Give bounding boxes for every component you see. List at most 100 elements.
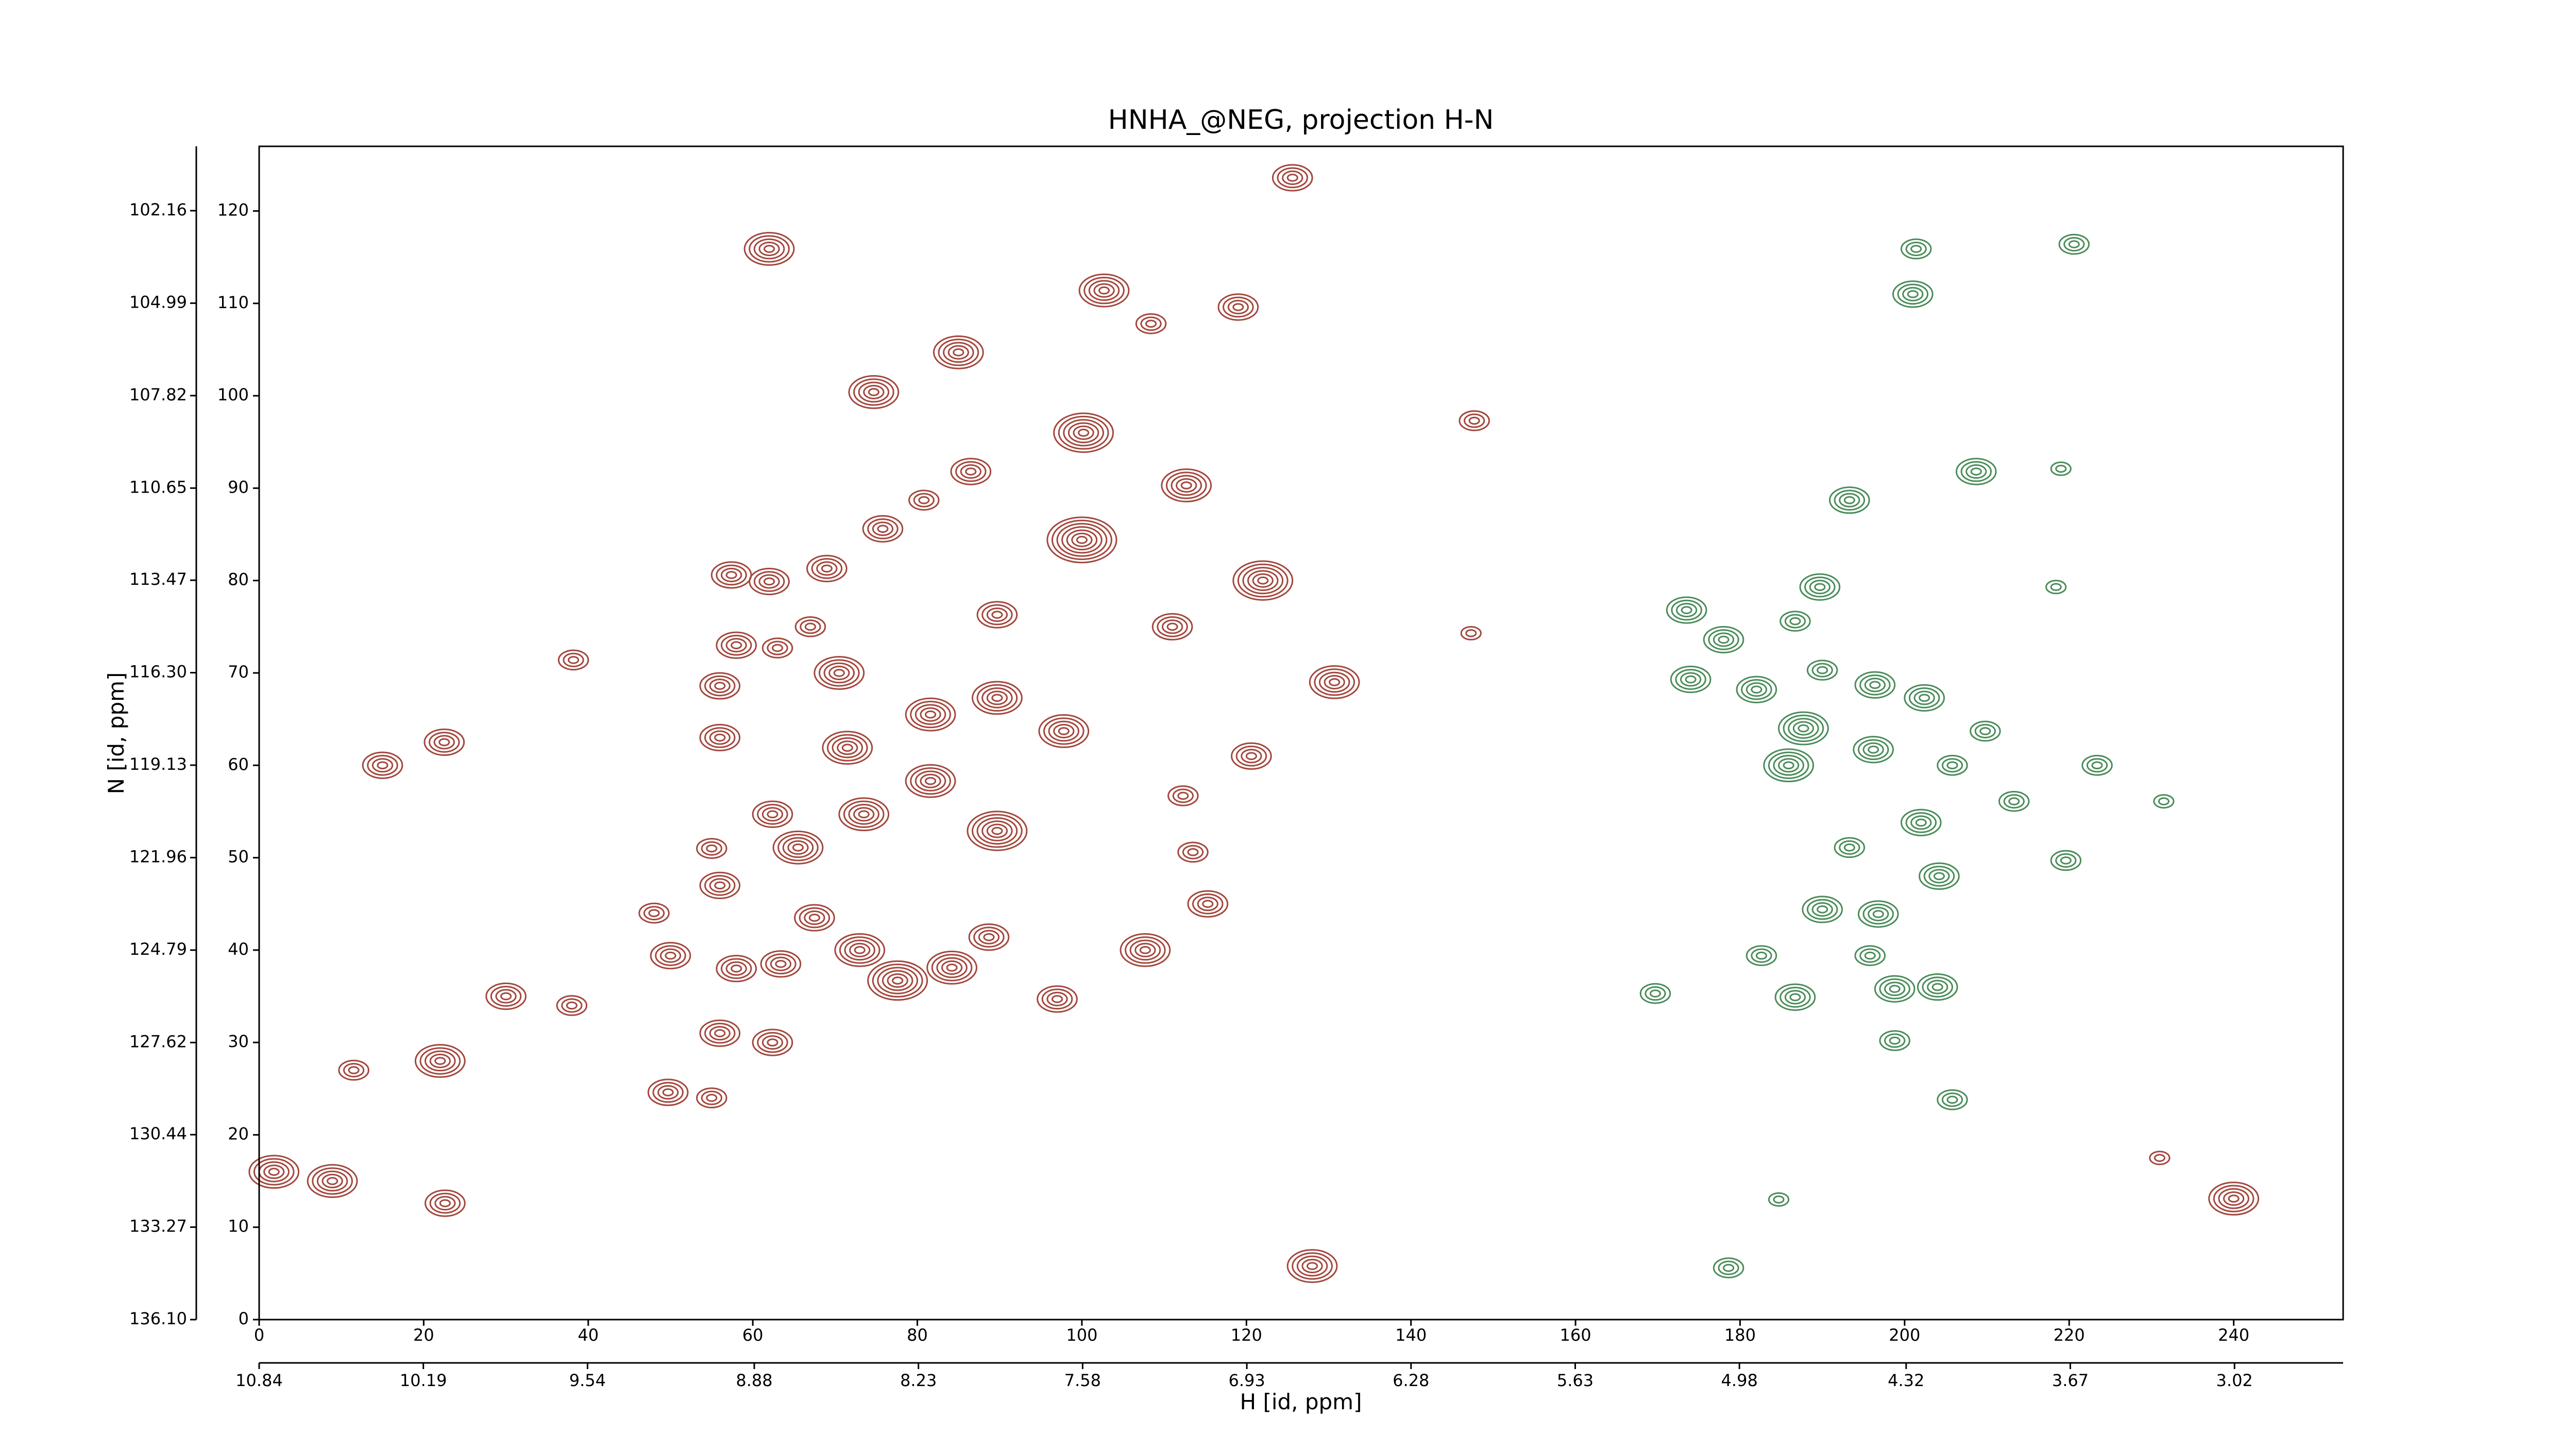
contour-ring — [953, 348, 964, 357]
contour-ring — [1859, 674, 1891, 696]
contour-ring — [1309, 665, 1360, 699]
contour-ring — [1907, 290, 1919, 298]
contour-ring — [838, 797, 890, 832]
contour-ring — [853, 807, 875, 822]
contour-ring — [931, 954, 973, 982]
contour-ring — [753, 238, 785, 260]
contour-ring — [887, 973, 908, 988]
y2-tick-label: 110.65 — [129, 477, 187, 497]
contour-ring — [1046, 516, 1117, 564]
contour-ring — [1329, 678, 1341, 686]
contour-ring — [312, 1167, 353, 1195]
contour-ring — [1187, 848, 1199, 856]
contour-ring — [1176, 478, 1197, 493]
plot-frame — [258, 145, 2344, 1321]
x2-tick-label: 6.28 — [1393, 1371, 1429, 1390]
contour-ring — [1051, 995, 1063, 1003]
contour-ring — [1773, 1195, 1785, 1204]
contour-ring — [1177, 791, 1189, 800]
contour-ring — [782, 837, 814, 858]
contour-ring — [556, 995, 588, 1016]
contour-ring — [767, 810, 778, 819]
contour-ring — [377, 761, 388, 770]
contour-ring — [1685, 675, 1697, 684]
y-tick-label: 70 — [228, 662, 249, 682]
contour-ring — [1093, 283, 1115, 298]
contour-ring — [1046, 991, 1068, 1006]
contour-ring — [1802, 896, 1843, 923]
contour-ring — [991, 694, 1003, 702]
x2-tick-label: 8.23 — [900, 1371, 937, 1390]
y-tick-label: 30 — [228, 1032, 249, 1051]
contour-ring — [760, 950, 802, 978]
contour-ring — [839, 936, 880, 964]
contour-ring — [1913, 690, 1935, 705]
contour-ring — [1202, 900, 1214, 908]
contour-ring — [955, 461, 987, 482]
contour-ring — [960, 464, 981, 479]
contour-ring — [1247, 570, 1279, 591]
contour-ring — [1897, 283, 1929, 305]
contour-ring — [1928, 869, 1950, 884]
contour-ring — [699, 871, 741, 899]
y-tick-label: 90 — [228, 477, 249, 497]
contour-ring — [1783, 714, 1824, 743]
contour-ring — [1843, 496, 1855, 504]
contour-ring — [863, 384, 885, 399]
contour-ring — [1056, 522, 1108, 557]
contour-ring — [343, 1062, 365, 1077]
contour-ring — [804, 910, 825, 925]
contour-ring — [837, 740, 858, 755]
contour-ring — [1960, 461, 1992, 482]
contour-ring — [696, 1087, 727, 1109]
contour-ring — [490, 986, 522, 1007]
contour-ring — [716, 564, 747, 586]
contour-ring — [933, 335, 984, 369]
contour-ring — [1919, 694, 1930, 702]
contour-ring — [844, 939, 875, 961]
y2-tick-label: 127.62 — [129, 1032, 187, 1051]
contour-ring — [696, 838, 727, 859]
contour-ring — [327, 1177, 338, 1185]
contour-ring — [1923, 866, 1955, 887]
y2-tick-label: 116.30 — [129, 662, 187, 682]
contour-ring — [976, 817, 1018, 845]
contour-ring — [1745, 682, 1768, 697]
contour-ring — [1970, 720, 2001, 742]
contour-ring — [918, 496, 930, 504]
contour-ring — [1780, 986, 1811, 1008]
contour-ring — [1223, 296, 1254, 318]
contour-ring — [662, 1088, 674, 1096]
contour-ring — [743, 232, 795, 266]
contour-ring — [1227, 299, 1249, 315]
contour-ring — [1799, 573, 1841, 601]
contour-ring — [910, 701, 951, 729]
contour-ring — [1078, 429, 1090, 437]
contour-ring — [1078, 273, 1130, 308]
contour-ring — [423, 728, 465, 756]
contour-ring — [567, 656, 580, 664]
contour-ring — [720, 634, 752, 656]
y-tick-label: 10 — [228, 1217, 249, 1236]
contour-ring — [1088, 280, 1120, 301]
contour-ring — [972, 681, 1023, 715]
contour-ring — [1970, 467, 1982, 476]
contour-ring — [950, 458, 992, 485]
contour-ring — [1768, 1192, 1790, 1207]
contour-ring — [872, 521, 894, 536]
x-tick-label: 140 — [1395, 1325, 1427, 1345]
contour-ring — [2154, 1154, 2165, 1162]
contour-ring — [925, 710, 937, 719]
contour-ring — [438, 738, 450, 747]
contour-ring — [965, 467, 977, 476]
contour-ring — [854, 946, 866, 954]
contour-ring — [946, 964, 958, 972]
contour-ring — [1172, 788, 1194, 803]
contour-ring — [1919, 862, 1960, 890]
contour-ring — [716, 955, 757, 983]
x2-tick-label: 3.67 — [2052, 1371, 2089, 1390]
contour-ring — [699, 723, 741, 752]
contour-ring — [794, 616, 826, 637]
contour-ring — [1829, 486, 1870, 514]
y2-tick-label: 130.44 — [129, 1124, 187, 1143]
